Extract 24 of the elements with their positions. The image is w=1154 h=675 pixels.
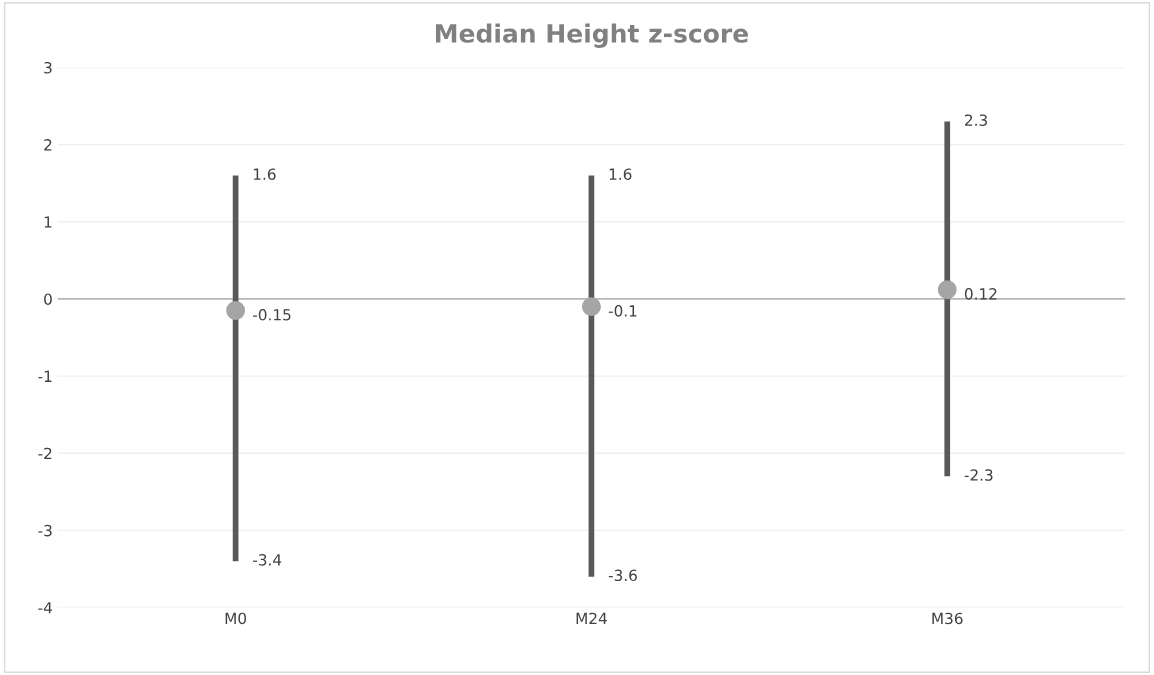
x-tick-label: M36 — [932, 612, 963, 625]
annotation: 1.6 — [609, 168, 632, 180]
data-label: -0.1 — [608, 305, 637, 317]
y-tick-label: 2 — [44, 139, 52, 151]
point — [226, 301, 246, 320]
annotation: 2.3 — [965, 114, 987, 126]
annotation: -3.6 — [608, 569, 637, 582]
y-tick-label: -4 — [38, 602, 52, 614]
chart-title: Median Height z-score — [435, 23, 748, 48]
annotation: -3.4 — [253, 554, 282, 566]
y-tick-label: 0 — [44, 293, 52, 305]
y-tick-label: 3 — [44, 61, 52, 74]
point — [581, 297, 601, 317]
data-label: 0.12 — [964, 288, 997, 300]
point — [937, 280, 957, 300]
annotation: -2.3 — [964, 469, 993, 481]
annotation: 1.6 — [253, 168, 276, 180]
x-tick-label: M24 — [576, 612, 607, 624]
y-tick-label: 1 — [44, 216, 52, 228]
y-tick-label: -2 — [38, 447, 52, 460]
data-label: -0.15 — [253, 308, 291, 321]
y-tick-label: -3 — [38, 524, 52, 537]
y-tick-label: -1 — [38, 370, 52, 382]
x-tick-label: M0 — [225, 612, 247, 625]
